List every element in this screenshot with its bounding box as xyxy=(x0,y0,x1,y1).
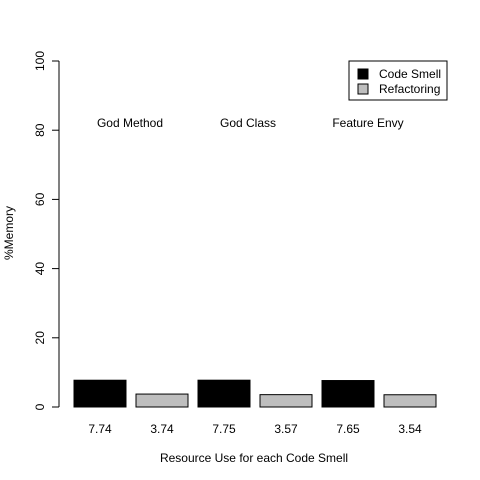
group-label: God Method xyxy=(97,116,163,130)
y-tick-label: 80 xyxy=(33,123,47,137)
bars xyxy=(73,379,437,408)
group-label: Feature Envy xyxy=(332,116,403,130)
bar-god-class-code-smell xyxy=(197,379,251,408)
legend-swatch xyxy=(357,83,369,95)
y-tick-label: 0 xyxy=(33,403,47,410)
y-tick-label: 40 xyxy=(33,262,47,276)
bar-god-method-refactoring xyxy=(135,393,189,408)
y-axis: 0 20 40 60 80 100 xyxy=(33,51,60,410)
x-axis-label: Resource Use for each Code Smell xyxy=(160,451,348,465)
group-labels: God Method God Class Feature Envy xyxy=(97,116,404,130)
bar-value-label: 3.74 xyxy=(150,422,174,436)
bar-god-method-code-smell xyxy=(73,379,127,408)
group-label: God Class xyxy=(220,116,276,130)
bar-value-label: 3.57 xyxy=(274,422,298,436)
y-tick-label: 60 xyxy=(33,192,47,206)
bar-feature-envy-code-smell xyxy=(321,380,375,408)
bar-value-label: 7.75 xyxy=(212,422,236,436)
legend-label: Code Smell xyxy=(379,67,441,81)
bar-value-label: 7.74 xyxy=(88,422,112,436)
bar-value-label: 3.54 xyxy=(398,422,422,436)
bar-value-label: 7.65 xyxy=(336,422,360,436)
y-tick-label: 20 xyxy=(33,331,47,345)
legend-label: Refactoring xyxy=(379,82,440,96)
y-axis-label: %Memory xyxy=(2,206,16,260)
bar-god-class-refactoring xyxy=(259,394,313,408)
legend-swatch xyxy=(357,68,369,80)
value-labels: 7.74 3.74 7.75 3.57 7.65 3.54 xyxy=(88,422,422,436)
bar-feature-envy-refactoring xyxy=(383,394,437,408)
y-tick-label: 100 xyxy=(33,51,47,71)
